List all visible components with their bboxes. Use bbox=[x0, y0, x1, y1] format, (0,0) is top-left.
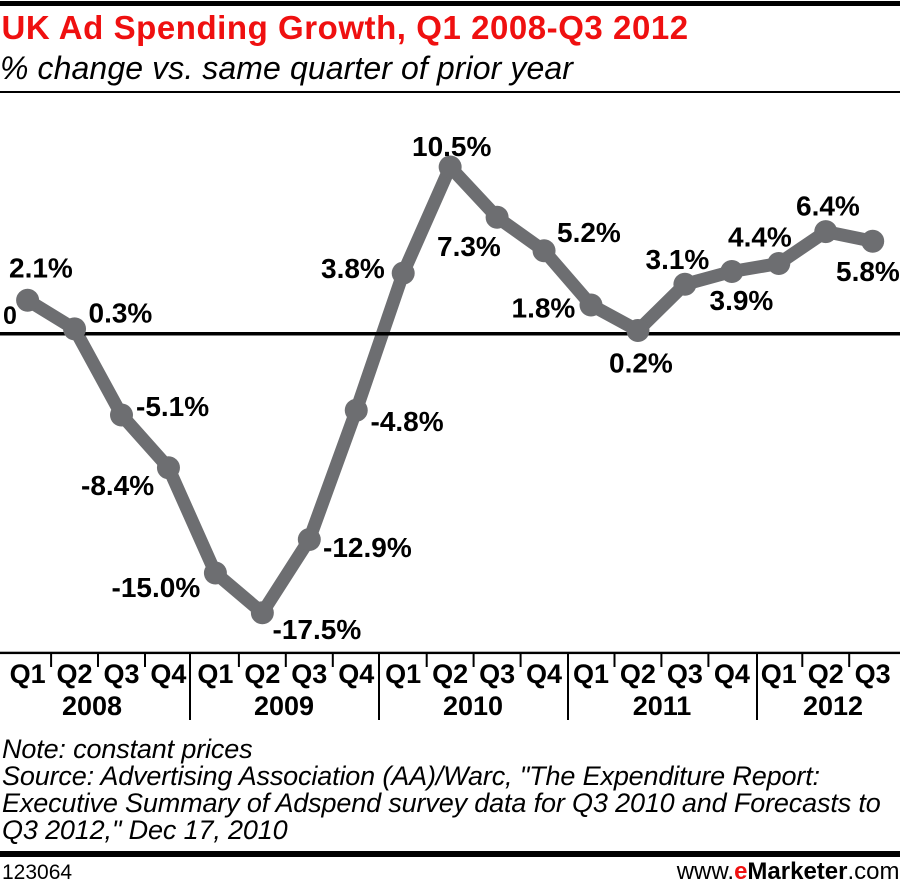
svg-text:2011: 2011 bbox=[633, 691, 692, 721]
svg-text:-15.0%: -15.0% bbox=[112, 572, 201, 603]
svg-text:3.9%: 3.9% bbox=[710, 285, 774, 316]
svg-text:-8.4%: -8.4% bbox=[81, 470, 154, 501]
svg-text:5.8%: 5.8% bbox=[836, 256, 900, 287]
svg-text:Q1: Q1 bbox=[573, 659, 609, 689]
svg-text:Q3: Q3 bbox=[667, 659, 703, 689]
svg-text:Q2: Q2 bbox=[620, 659, 656, 689]
svg-text:2010: 2010 bbox=[443, 691, 503, 721]
svg-text:2.1%: 2.1% bbox=[9, 253, 73, 284]
svg-text:1.8%: 1.8% bbox=[512, 293, 576, 324]
svg-text:3.1%: 3.1% bbox=[646, 244, 710, 275]
svg-text:Q1: Q1 bbox=[385, 659, 421, 689]
svg-text:Q2: Q2 bbox=[244, 659, 280, 689]
svg-text:0.3%: 0.3% bbox=[89, 298, 153, 329]
svg-text:-4.8%: -4.8% bbox=[371, 406, 444, 437]
svg-text:0.2%: 0.2% bbox=[609, 348, 673, 379]
svg-text:Q4: Q4 bbox=[526, 659, 562, 689]
svg-text:Q2: Q2 bbox=[57, 659, 93, 689]
svg-text:-5.1%: -5.1% bbox=[136, 391, 209, 422]
svg-text:2012: 2012 bbox=[803, 691, 863, 721]
svg-text:Q4: Q4 bbox=[338, 659, 374, 689]
svg-text:4.4%: 4.4% bbox=[728, 222, 792, 253]
svg-text:Q3: Q3 bbox=[103, 659, 139, 689]
svg-text:Q3: Q3 bbox=[479, 659, 515, 689]
svg-text:Q1: Q1 bbox=[761, 659, 797, 689]
svg-text:-12.9%: -12.9% bbox=[323, 532, 412, 563]
svg-text:Q4: Q4 bbox=[714, 659, 750, 689]
svg-text:Q3: Q3 bbox=[855, 659, 891, 689]
svg-text:Q1: Q1 bbox=[10, 659, 46, 689]
svg-text:3.8%: 3.8% bbox=[321, 253, 385, 284]
svg-text:7.3%: 7.3% bbox=[437, 231, 501, 262]
svg-text:5.2%: 5.2% bbox=[557, 217, 621, 248]
svg-text:0: 0 bbox=[3, 302, 17, 330]
svg-text:-17.5%: -17.5% bbox=[273, 614, 362, 645]
svg-text:2008: 2008 bbox=[62, 691, 122, 721]
svg-text:10.5%: 10.5% bbox=[412, 131, 491, 162]
svg-text:2009: 2009 bbox=[254, 691, 314, 721]
svg-text:Q1: Q1 bbox=[197, 659, 233, 689]
svg-text:Q4: Q4 bbox=[150, 659, 186, 689]
svg-text:Q3: Q3 bbox=[291, 659, 327, 689]
svg-text:Q2: Q2 bbox=[808, 659, 844, 689]
svg-text:6.4%: 6.4% bbox=[796, 191, 860, 222]
svg-text:Q2: Q2 bbox=[432, 659, 468, 689]
